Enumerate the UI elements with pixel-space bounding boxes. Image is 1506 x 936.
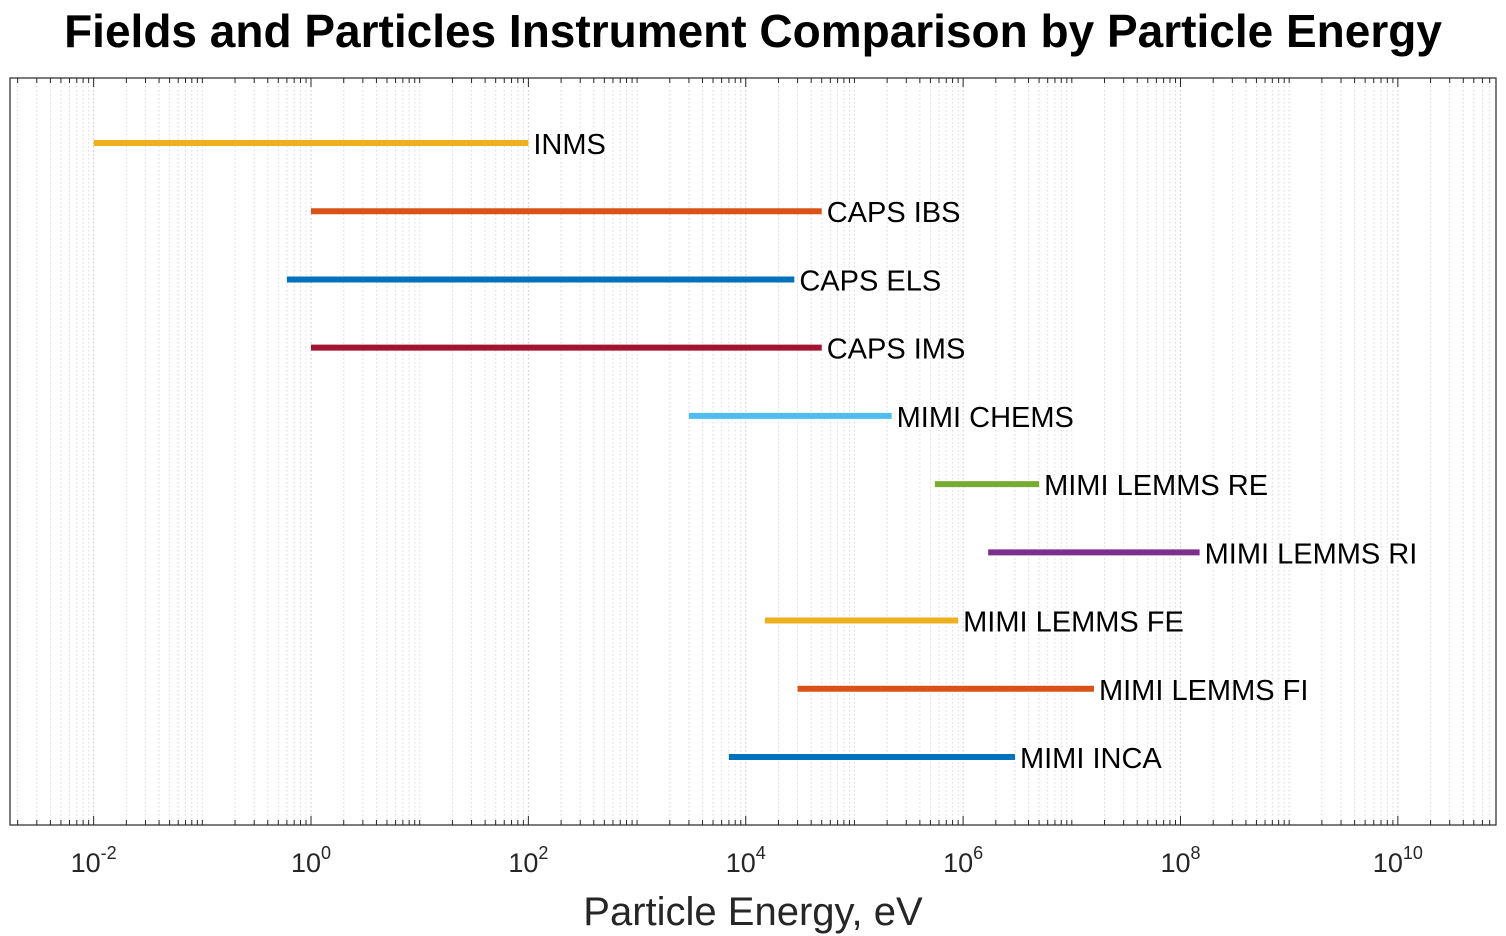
- x-tick-label: 1010: [1373, 843, 1423, 878]
- grid-lines: [17, 78, 1497, 825]
- range-bar-label: MIMI CHEMS: [897, 402, 1074, 434]
- x-tick-label: 106: [943, 843, 983, 878]
- x-tick-label: 104: [726, 843, 766, 878]
- x-tick-label-exponent: 10: [1403, 843, 1423, 863]
- range-bar-label: MIMI LEMMS FI: [1099, 675, 1308, 707]
- x-tick-label-exponent: 8: [1190, 843, 1200, 863]
- x-tick-label: 10-2: [71, 843, 117, 878]
- range-bar-label: CAPS IBS: [827, 197, 961, 229]
- x-tick-label-exponent: 0: [321, 843, 331, 863]
- x-tick-label-base: 10: [1160, 848, 1190, 878]
- range-bar-label: MIMI LEMMS RE: [1044, 470, 1268, 502]
- x-tick-label-exponent: 6: [973, 843, 983, 863]
- x-axis-tick-labels: 10-2 100 102 104 106 108 1010: [71, 843, 1423, 878]
- x-tick-label: 100: [291, 843, 331, 878]
- instrument-ranges: INMS CAPS IBS CAPS ELS CAPS IMS MIMI CHEMS MI…: [93, 129, 1418, 775]
- x-tick-label: 102: [508, 843, 548, 878]
- plot-area-frame: [9, 77, 1497, 826]
- x-tick-label-base: 10: [291, 848, 321, 878]
- x-tick-label: 108: [1160, 843, 1200, 878]
- x-tick-label-base: 10: [726, 848, 756, 878]
- x-tick-label-base: 10: [943, 848, 973, 878]
- chart-title: Fields and Particles Instrument Comparis…: [64, 5, 1442, 57]
- x-tick-label-base: 10: [71, 848, 101, 878]
- x-tick-label-base: 10: [1373, 848, 1403, 878]
- range-bar-label: INMS: [533, 129, 606, 161]
- x-tick-label-exponent: 4: [756, 843, 766, 863]
- x-tick-label-exponent: 2: [538, 843, 548, 863]
- range-bar-label: MIMI LEMMS RI: [1205, 538, 1418, 570]
- x-tick-label-exponent: -2: [101, 843, 117, 863]
- range-bar-label: CAPS ELS: [799, 265, 941, 297]
- range-bar-label: MIMI LEMMS FE: [963, 607, 1184, 639]
- x-axis-ticks: [17, 78, 1497, 825]
- x-tick-label-base: 10: [508, 848, 538, 878]
- range-bar-label: MIMI INCA: [1020, 743, 1162, 775]
- x-axis-label: Particle Energy, eV: [583, 890, 923, 934]
- range-bar-label: CAPS IMS: [827, 334, 966, 366]
